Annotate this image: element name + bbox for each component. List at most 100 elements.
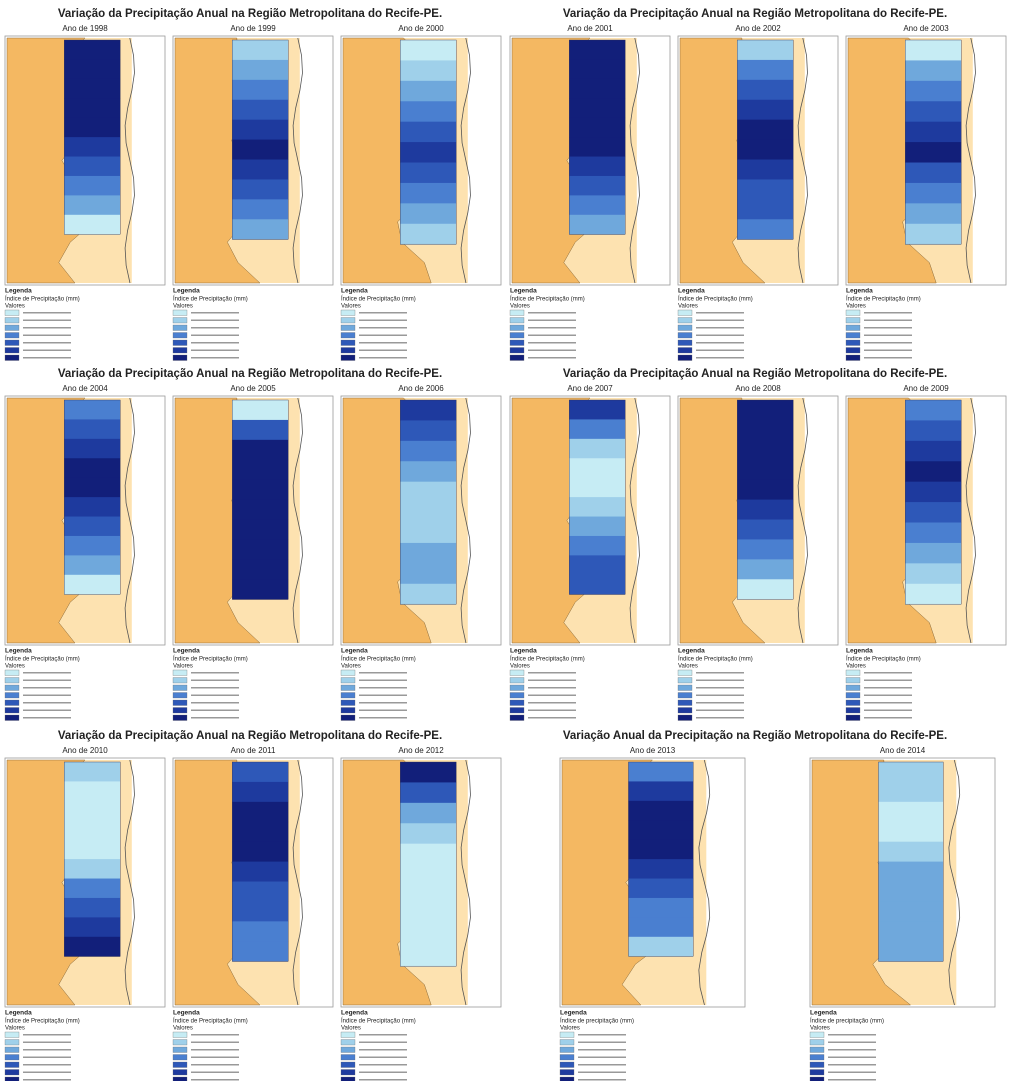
legend-text-line <box>191 702 239 704</box>
legend-swatch <box>510 355 524 361</box>
precip-band <box>232 882 288 902</box>
legend-swatch <box>5 715 19 721</box>
legend-text-line <box>696 327 744 329</box>
legend-values-label: Valores <box>173 664 193 670</box>
legend-swatch <box>341 1055 355 1061</box>
legend-text-line <box>359 1072 407 1074</box>
precip-band <box>878 941 943 961</box>
year-label: Ano de 2001 <box>567 24 613 33</box>
precip-band <box>64 215 120 235</box>
legend-swatch <box>173 1032 187 1038</box>
legend-text-line <box>864 327 912 329</box>
legend-text-line <box>359 1049 407 1051</box>
legend-text-line <box>359 695 407 697</box>
precip-band <box>64 879 120 899</box>
precip-band <box>232 762 288 782</box>
precip-band <box>737 140 793 160</box>
legend-swatch <box>341 685 355 691</box>
precip-band <box>400 782 456 803</box>
legend-text-line <box>191 1079 239 1081</box>
precip-band <box>628 762 693 782</box>
legend-swatch <box>341 693 355 699</box>
precip-band <box>878 782 943 802</box>
legend-text-line <box>696 695 744 697</box>
legend-values-label: Valores <box>341 304 361 310</box>
precip-band <box>569 478 625 498</box>
precip-band <box>737 559 793 579</box>
legend-swatch <box>5 333 19 339</box>
precip-band <box>232 400 288 420</box>
precip-band <box>64 400 120 420</box>
precip-band <box>232 862 288 882</box>
legend-title: Legenda <box>5 1010 32 1017</box>
legend-swatch <box>173 333 187 339</box>
legend-text-line <box>359 1079 407 1081</box>
precip-band <box>64 555 120 575</box>
legend-text-line <box>191 357 239 359</box>
precip-band <box>400 400 456 421</box>
legend-swatch <box>846 325 860 331</box>
precip-band <box>232 420 288 440</box>
legend-text-line <box>696 335 744 337</box>
legend-text-line <box>528 350 576 352</box>
legend-text-line <box>864 672 912 674</box>
legend-text-line <box>359 357 407 359</box>
legend-text-line <box>191 327 239 329</box>
legend-subtitle: Índice de Precipitação (mm) <box>5 656 80 663</box>
legend-title: Legenda <box>173 1010 200 1017</box>
legend-swatch <box>678 340 692 346</box>
precip-band <box>400 523 456 544</box>
precip-band <box>400 482 456 503</box>
precip-band <box>232 460 288 480</box>
legend-text-line <box>191 1034 239 1036</box>
legend-text-line <box>864 702 912 704</box>
precip-band <box>232 80 288 100</box>
legend-text-line <box>578 1072 626 1074</box>
legend-swatch <box>846 348 860 354</box>
legend-values-label: Valores <box>341 664 361 670</box>
precip-band <box>64 575 120 595</box>
legend-swatch <box>810 1062 824 1068</box>
legend-swatch <box>678 693 692 699</box>
precip-band <box>232 822 288 842</box>
precip-band <box>737 219 793 239</box>
legend-title: Legenda <box>560 1010 587 1017</box>
legend-swatch <box>510 708 524 714</box>
legend-text-line <box>359 680 407 682</box>
legend-swatch <box>678 333 692 339</box>
legend-swatch <box>173 678 187 684</box>
legend-text-line <box>696 710 744 712</box>
precip-band <box>905 482 961 503</box>
legend-swatch <box>846 700 860 706</box>
legend-swatch <box>341 678 355 684</box>
precip-band <box>569 555 625 575</box>
legend-text-line <box>528 710 576 712</box>
legend-subtitle: Índice de Precipitação (mm) <box>510 296 585 303</box>
legend-swatch <box>173 348 187 354</box>
precip-band <box>905 523 961 544</box>
legend-text-line <box>578 1034 626 1036</box>
legend-swatch <box>5 1055 19 1061</box>
legend-text-line <box>828 1079 876 1081</box>
legend-text-line <box>359 672 407 674</box>
precip-band <box>64 898 120 918</box>
precip-band <box>569 59 625 79</box>
legend-swatch <box>5 1047 19 1053</box>
legend-swatch <box>846 318 860 324</box>
legend-text-line <box>696 350 744 352</box>
legend-swatch <box>341 1070 355 1076</box>
legend-swatch <box>173 715 187 721</box>
precip-band <box>232 179 288 199</box>
precip-band <box>400 461 456 482</box>
precip-band <box>569 40 625 60</box>
precip-band <box>905 203 961 224</box>
year-label: Ano de 1998 <box>62 24 108 33</box>
precip-band <box>64 497 120 517</box>
precip-band <box>737 400 793 420</box>
legend-text-line <box>864 695 912 697</box>
legend-swatch <box>510 678 524 684</box>
precip-band <box>737 40 793 60</box>
legend-text-line <box>828 1042 876 1044</box>
precip-band <box>232 520 288 540</box>
precip-band <box>232 219 288 239</box>
